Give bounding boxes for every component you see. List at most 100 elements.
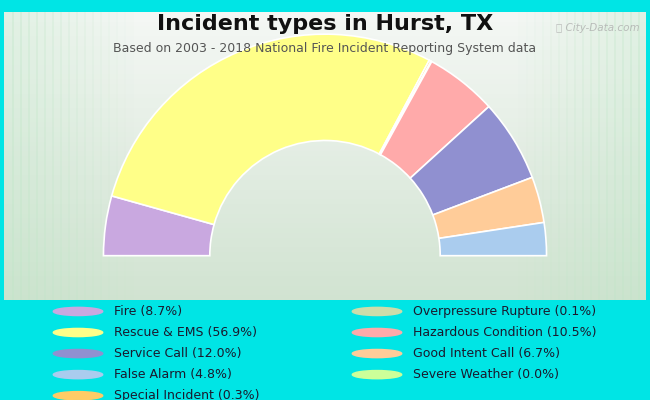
Bar [76, 12, 86, 300]
Bar [4, 115, 646, 122]
Bar [4, 43, 646, 50]
Bar [4, 134, 646, 142]
Bar [4, 211, 646, 218]
Bar [4, 250, 646, 257]
Bar [164, 12, 175, 300]
Text: Incident types in Hurst, TX: Incident types in Hurst, TX [157, 14, 493, 34]
Wedge shape [103, 196, 214, 256]
Bar [4, 202, 646, 209]
Circle shape [53, 370, 103, 379]
Bar [486, 12, 496, 300]
Bar [630, 12, 640, 300]
Bar [4, 101, 646, 108]
Bar [4, 235, 646, 242]
Bar [638, 12, 649, 300]
Bar [622, 12, 632, 300]
Bar [4, 120, 646, 127]
Bar [4, 173, 646, 180]
Circle shape [352, 350, 402, 358]
Bar [317, 12, 327, 300]
Wedge shape [380, 62, 489, 178]
Bar [4, 245, 646, 252]
Text: Special Incident (0.3%): Special Incident (0.3%) [114, 389, 259, 400]
Bar [406, 12, 415, 300]
Bar [261, 12, 271, 300]
Bar [4, 168, 646, 175]
Bar [44, 12, 54, 300]
Bar [4, 67, 646, 74]
Bar [4, 144, 646, 151]
Bar [4, 187, 646, 194]
Bar [4, 34, 646, 41]
Bar [4, 12, 14, 300]
Bar [68, 12, 78, 300]
Bar [4, 96, 646, 103]
Bar [4, 130, 646, 137]
Bar [614, 12, 625, 300]
Bar [462, 12, 472, 300]
Circle shape [352, 307, 402, 316]
Bar [4, 110, 646, 118]
Wedge shape [433, 177, 544, 238]
Text: Hazardous Condition (10.5%): Hazardous Condition (10.5%) [413, 326, 596, 339]
Bar [4, 192, 646, 199]
Bar [502, 12, 512, 300]
Bar [140, 12, 151, 300]
Bar [20, 12, 30, 300]
Bar [4, 62, 646, 70]
Circle shape [53, 307, 103, 316]
Bar [333, 12, 343, 300]
Bar [92, 12, 102, 300]
Circle shape [53, 350, 103, 358]
Bar [132, 12, 142, 300]
Bar [4, 178, 646, 185]
Bar [84, 12, 94, 300]
Bar [357, 12, 367, 300]
Text: False Alarm (4.8%): False Alarm (4.8%) [114, 368, 231, 381]
Bar [4, 221, 646, 228]
Bar [4, 158, 646, 166]
Bar [4, 226, 646, 233]
Bar [4, 58, 646, 65]
Bar [365, 12, 376, 300]
Text: Fire (8.7%): Fire (8.7%) [114, 305, 182, 318]
Bar [309, 12, 319, 300]
Text: Based on 2003 - 2018 National Fire Incident Reporting System data: Based on 2003 - 2018 National Fire Incid… [114, 42, 536, 55]
Wedge shape [379, 60, 431, 154]
Bar [4, 10, 646, 17]
Circle shape [352, 370, 402, 379]
Bar [4, 154, 646, 161]
Circle shape [53, 392, 103, 400]
Bar [534, 12, 544, 300]
Bar [100, 12, 110, 300]
Bar [558, 12, 568, 300]
Wedge shape [410, 106, 532, 215]
Bar [349, 12, 359, 300]
Bar [157, 12, 166, 300]
Bar [550, 12, 560, 300]
Bar [437, 12, 448, 300]
Bar [397, 12, 408, 300]
Bar [4, 149, 646, 156]
Bar [590, 12, 600, 300]
Bar [4, 139, 646, 146]
Bar [4, 163, 646, 170]
Bar [373, 12, 384, 300]
Bar [4, 48, 646, 55]
Bar [430, 12, 439, 300]
Bar [244, 12, 255, 300]
Bar [269, 12, 279, 300]
Bar [253, 12, 263, 300]
Bar [4, 82, 646, 89]
Text: Rescue & EMS (56.9%): Rescue & EMS (56.9%) [114, 326, 257, 339]
Bar [220, 12, 231, 300]
Text: Severe Weather (0.0%): Severe Weather (0.0%) [413, 368, 559, 381]
Bar [381, 12, 391, 300]
Bar [4, 125, 646, 132]
Bar [196, 12, 207, 300]
Bar [116, 12, 127, 300]
Wedge shape [439, 222, 547, 256]
Bar [12, 12, 22, 300]
Bar [4, 269, 646, 276]
Bar [4, 182, 646, 190]
